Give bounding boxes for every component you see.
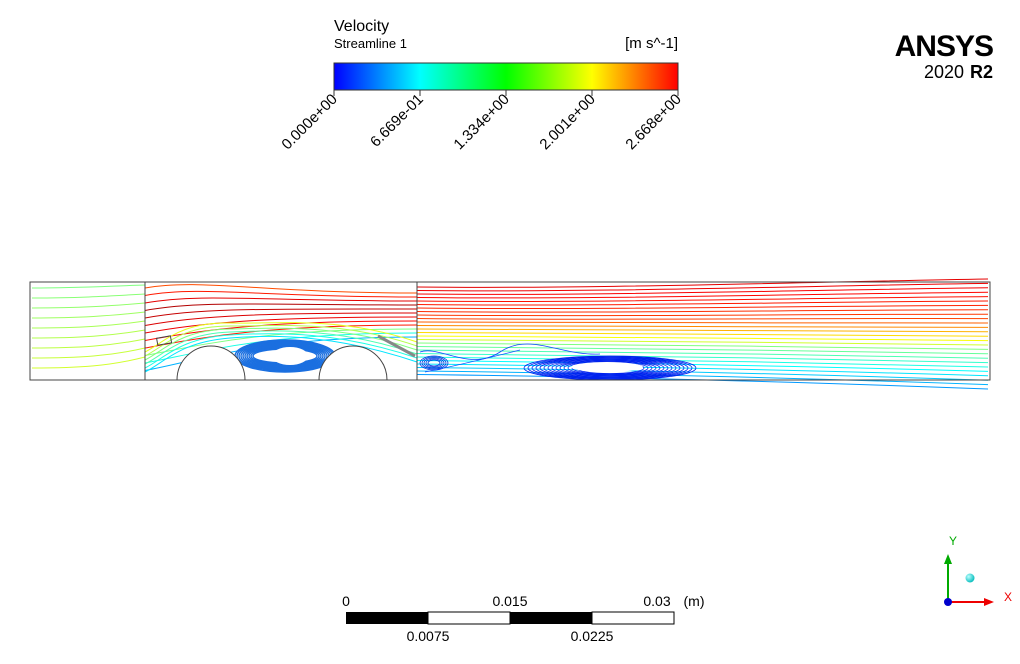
streamline [31,302,146,309]
colorbar-tick-label: 1.334e+00 [450,91,512,153]
axis-triad [944,554,994,606]
vortex-line [563,360,657,376]
logo-release: R2 [970,62,993,82]
scale-unit: (m) [684,593,705,609]
vortex-line [242,343,328,369]
streamline [144,297,418,304]
vortex-line [539,357,681,379]
streamline [416,349,989,359]
streamline [416,363,989,377]
vortex-line [543,358,677,378]
logo-brand: ANSYS [895,30,993,63]
vortex-line [551,359,669,377]
streamline [31,293,146,299]
vortex-line [559,360,661,376]
colorbar-tick-label: 2.668e+00 [622,91,684,153]
colorbar-tick-label: 2.001e+00 [536,91,598,153]
vortex-line [531,356,689,380]
legend-subtitle: Streamline 1 [334,36,407,51]
streamline [144,330,418,365]
streamline [416,309,989,313]
scale-label: 0.0225 [571,628,614,644]
scale-label: 0.03 [643,593,670,609]
streamline [144,312,418,326]
vortex-core [571,362,643,372]
streamline [416,296,989,302]
streamline [31,320,146,329]
streamline [144,290,418,298]
streamline [31,356,146,369]
vortex-line [423,357,445,369]
streamline [416,342,989,350]
streamline [31,284,146,289]
streamline [416,346,989,355]
scale-label: 0 [342,593,350,609]
colorbar-tick-label: 0.000e+00 [278,91,340,153]
streamline [144,333,418,369]
vortex-line [246,345,324,367]
streamline [416,332,989,337]
colorbar-ticks: 0.000e+00 6.669e-01 1.334e+00 2.001e+00 2.66… [278,90,685,153]
axis-y-label: Y [949,534,957,548]
colorbar [333,62,679,91]
streamline [416,370,989,386]
axis-x-label: X [1004,590,1012,604]
scale-bar [346,611,675,625]
streamline [144,303,418,311]
vortex-line [425,358,443,368]
streamline [416,282,989,292]
streamline [416,360,989,372]
streamline [416,304,989,310]
vortex-line [555,359,665,377]
streamline [144,316,418,334]
vortex-line [248,346,322,366]
geometry [29,281,991,381]
scale-label: 0.015 [492,593,527,609]
streamline [416,325,989,328]
streamline [144,327,418,361]
streamline [144,322,418,353]
vortex-line [535,357,685,379]
streamline [416,291,989,299]
streamline [416,339,989,346]
streamline [416,287,989,295]
logo-year: 2020 [924,62,964,82]
vortex-line [421,356,447,370]
streamline [31,329,146,339]
vortex-line [547,358,673,378]
streamline [419,343,601,360]
streamline [424,349,521,373]
streamline [416,278,989,288]
streamline [416,300,989,306]
vortex-line [244,344,326,368]
legend-unit: [m s^-1] [625,35,678,52]
streamline [416,318,989,320]
streamline [144,284,418,294]
streamlines [31,278,989,390]
streamline [416,367,989,381]
colorbar-tick-label: 6.669e-01 [367,91,427,151]
streamline [144,328,418,356]
scale-label: 0.0075 [407,628,450,644]
streamline [144,324,418,357]
streamline [31,311,146,319]
vortex-core [272,347,308,365]
streamline [416,356,989,368]
streamline [416,335,989,342]
streamline [416,353,989,364]
vortex-line [567,361,653,375]
streamline [416,313,989,317]
streamline [31,347,146,359]
streamline [31,338,146,349]
streamline [416,328,989,333]
legend-title: Velocity [334,18,389,35]
streamline [144,308,418,319]
vortex-line [427,359,441,367]
streamline [416,321,989,324]
